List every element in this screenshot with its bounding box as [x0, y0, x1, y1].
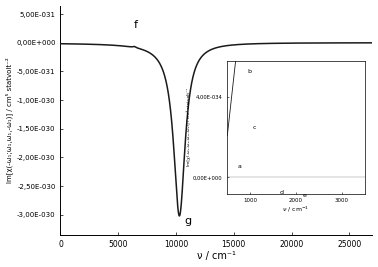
Y-axis label: Im[χ(-ω₁;ω₁,ω₁,-ω₁)] / cm⁵ statvolt⁻²: Im[χ(-ω₁;ω₁,ω₁,-ω₁)] / cm⁵ statvolt⁻² — [6, 57, 13, 183]
Text: g: g — [184, 216, 191, 226]
Text: f: f — [133, 20, 138, 30]
X-axis label: ν / cm⁻¹: ν / cm⁻¹ — [197, 252, 236, 261]
